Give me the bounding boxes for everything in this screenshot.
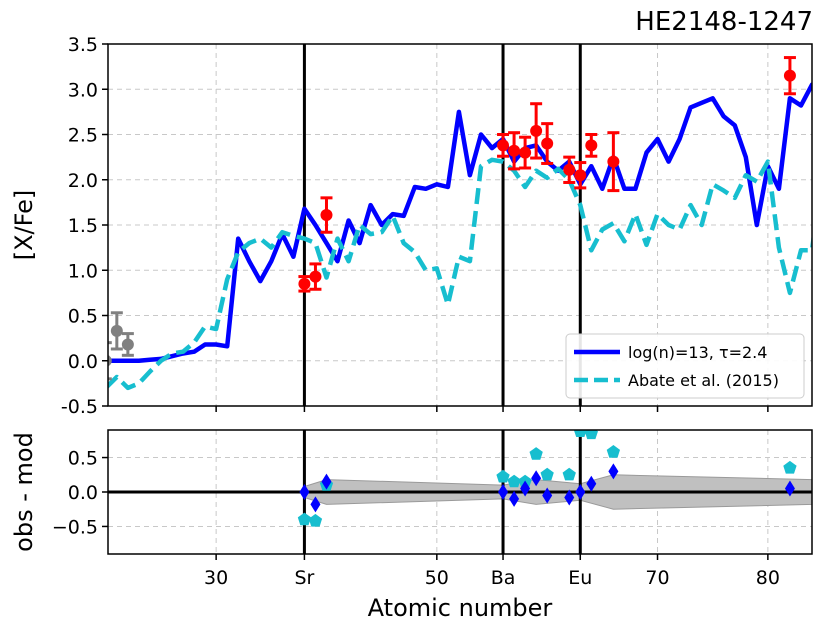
top-panel-plot [108,44,812,406]
residual-point-abate [573,430,587,437]
legend-label-abate: Abate et al. (2015) [628,371,779,390]
y-tick-label-top: 0.0 [68,351,98,373]
data-point-red [320,209,333,222]
data-point-red [309,270,322,283]
data-point-gray [110,324,123,337]
residual-point-model [575,484,586,500]
data-point-red [497,139,510,152]
y-tick-label-top: 3.0 [68,79,98,101]
data-point-red [563,163,576,176]
residual-point-model [498,484,509,500]
x-tick-label: 70 [645,567,669,589]
data-point-red [530,124,543,137]
data-point-red [298,277,311,290]
residual-point-abate [297,512,312,526]
bottom-panel-plot [108,430,812,554]
residual-point-abate [562,467,576,481]
residual-point-abate [507,474,521,488]
data-point-red [783,69,796,82]
data-point-red [519,146,532,159]
y-tick-label-top: -0.5 [61,396,98,418]
x-tick-label: Sr [294,567,314,589]
series-line-abate [108,157,812,391]
y-tick-label-top: 3.5 [68,34,98,56]
data-point-red [508,144,521,157]
y-tick-label-top: 1.5 [68,215,98,237]
y-tick-label-bottom: −0.5 [52,516,98,538]
x-tick-label: 80 [756,567,780,589]
x-tick-label: 30 [204,567,228,589]
residual-point-model [299,484,310,500]
plot-layer: -0.5 0.0 0.5 1.0 1.5 2.0 2.5 3.0 3.5 log(n)=13, τ… [52,34,813,589]
x-tick-label: Eu [568,567,592,589]
residual-point-model [531,470,542,487]
residual-point-abate [606,445,620,458]
residual-point-model [784,480,795,497]
legend: log(n)=13, τ=2.4 Abate et al. (2015) [565,333,805,399]
y-tick-label-top: 0.5 [68,306,98,328]
residual-point-abate [496,469,510,483]
legend-box [565,333,805,399]
residual-point-model [542,487,553,504]
y-tick-label-bottom: 0.0 [68,482,98,504]
residual-point-model [310,496,321,513]
data-point-red [541,137,554,150]
residual-point-abate [783,460,797,474]
y-tick-label-top: 1.0 [68,260,98,282]
chart-title: HE2148-1247 [635,7,813,37]
series-line-model [108,82,812,364]
data-point-red [607,155,620,168]
residual-point-model [608,463,619,480]
data-point-red [574,169,587,182]
residual-point-abate [584,430,598,440]
legend-label-model: log(n)=13, τ=2.4 [628,343,767,362]
residual-point-model [564,489,575,506]
residual-point-abate [529,447,543,460]
data-point-gray [121,338,134,351]
data-point-red [585,139,598,152]
y-axis-label-bottom: obs - mod [10,432,38,552]
x-tick-label: 50 [425,567,449,589]
residual-point-abate [308,513,323,527]
residual-point-model [321,473,332,490]
y-tick-label-bottom: 0.5 [68,448,98,470]
residual-point-abate [540,467,554,481]
data-point-gray [108,355,112,367]
residual-point-model [509,490,520,507]
y-tick-label-top: 2.5 [68,125,98,147]
y-tick-label-top: 2.0 [68,170,98,192]
x-tick-label: Ba [491,567,516,589]
y-axis-label-top: [X/Fe] [10,190,38,261]
residual-point-model [520,480,531,497]
residual-point-model [586,475,597,492]
x-axis-label: Atomic number [368,594,553,622]
